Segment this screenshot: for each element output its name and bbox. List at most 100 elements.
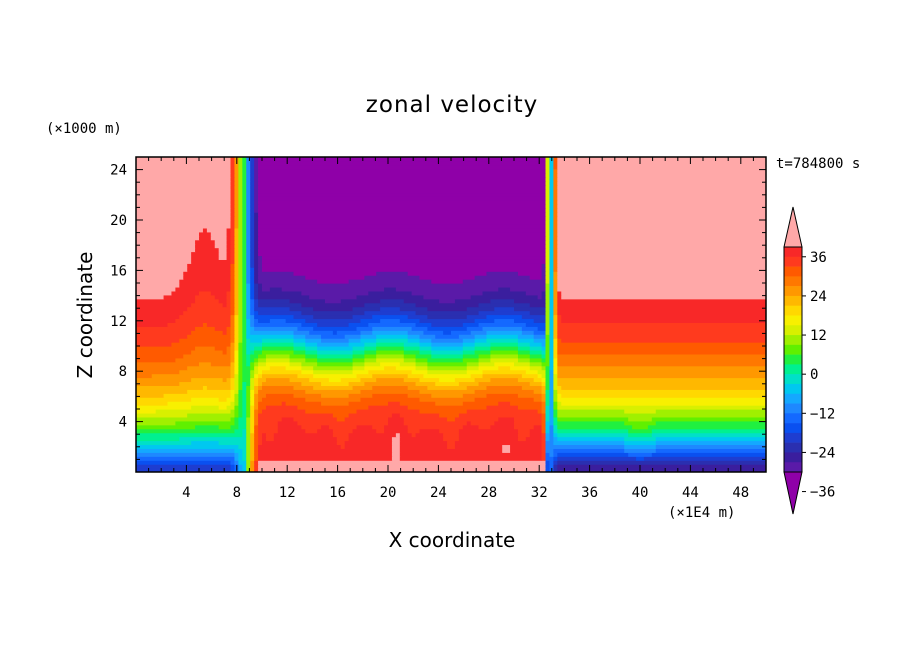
field-cell — [557, 160, 766, 166]
field-cell — [557, 172, 766, 178]
field-cell — [136, 456, 236, 461]
field-cell — [246, 432, 251, 438]
field-cell — [230, 373, 236, 379]
field-cell — [254, 216, 259, 221]
field-cell — [494, 306, 515, 312]
field-cell — [238, 385, 243, 390]
field-cell — [305, 275, 365, 280]
field-cell — [230, 381, 236, 386]
field-cell — [187, 412, 236, 418]
field-cell — [230, 342, 236, 347]
field-cell — [549, 420, 554, 426]
field-cell — [265, 357, 291, 363]
field-cell — [136, 176, 232, 182]
field-cell — [498, 416, 515, 422]
field-cell — [167, 401, 232, 406]
field-cell — [234, 263, 239, 268]
field-cell — [136, 263, 188, 268]
field-cell — [222, 377, 228, 383]
field-cell — [258, 192, 547, 197]
field-cell — [230, 401, 236, 406]
field-cell — [553, 381, 558, 386]
field-cell — [214, 326, 228, 331]
field-cell — [230, 349, 236, 355]
field-cell — [545, 298, 551, 304]
field-cell — [230, 263, 236, 268]
field-cell — [254, 227, 259, 233]
field-cell — [364, 342, 377, 347]
field-cell — [246, 428, 251, 434]
field-cell — [191, 251, 220, 257]
field-cell — [545, 216, 551, 221]
field-cell — [281, 401, 287, 406]
field-cell — [545, 381, 551, 386]
field-cell — [490, 346, 519, 351]
field-cell — [246, 223, 251, 229]
field-cell — [238, 334, 243, 339]
colorbar-box — [784, 374, 802, 385]
field-cell — [242, 239, 247, 245]
field-cell — [136, 164, 232, 170]
field-cell — [376, 334, 409, 339]
colorbar-box — [784, 442, 802, 453]
field-cell — [210, 290, 228, 296]
field-cell — [462, 349, 476, 355]
field-cell — [321, 424, 330, 430]
field-cell — [466, 314, 488, 320]
field-cell — [246, 188, 251, 194]
colorbar-box — [784, 354, 802, 365]
field-cell — [242, 188, 247, 194]
field-cell — [305, 397, 362, 402]
field-cell — [246, 298, 251, 304]
field-cell — [238, 255, 243, 260]
field-cell — [230, 212, 236, 217]
field-cell — [254, 310, 259, 316]
field-cell — [502, 444, 511, 449]
field-cell — [234, 275, 239, 280]
field-cell — [549, 342, 554, 347]
field-cell — [545, 176, 551, 182]
field-cell — [250, 361, 255, 367]
field-cell — [254, 393, 259, 398]
field-cell — [549, 294, 554, 300]
field-cell — [553, 263, 558, 268]
colorbar-tick-label: −36 — [810, 485, 835, 501]
field-cell — [230, 322, 236, 327]
field-cell — [238, 243, 243, 249]
field-cell — [561, 385, 766, 390]
field-cell — [553, 227, 558, 233]
field-cell — [250, 286, 255, 292]
field-cell — [553, 432, 558, 438]
field-cell — [242, 168, 247, 174]
field-cell — [250, 160, 255, 166]
field-cell — [254, 168, 259, 174]
colorbar-box — [784, 325, 802, 336]
field-cell — [407, 330, 425, 335]
field-cell — [549, 334, 554, 339]
field-cell — [234, 227, 239, 233]
field-cell — [313, 365, 354, 371]
field-cell — [557, 369, 766, 375]
field-cell — [336, 416, 346, 422]
field-cell — [478, 361, 495, 367]
field-cell — [545, 424, 551, 430]
field-cell — [258, 381, 263, 386]
field-cell — [364, 349, 377, 355]
field-cell — [242, 385, 247, 390]
field-cell — [238, 373, 243, 379]
field-cell — [250, 176, 255, 182]
field-cell — [230, 409, 236, 414]
field-cell — [541, 373, 547, 379]
field-cell — [234, 361, 239, 367]
field-cell — [199, 361, 212, 367]
field-cell — [136, 468, 232, 472]
field-cell — [234, 389, 239, 394]
field-cell — [443, 436, 460, 442]
field-cell — [541, 381, 547, 386]
field-cell — [254, 200, 259, 205]
field-cell — [557, 389, 766, 394]
field-cell — [557, 452, 629, 457]
field-cell — [238, 468, 243, 472]
field-cell — [136, 204, 232, 209]
field-cell — [254, 235, 259, 241]
